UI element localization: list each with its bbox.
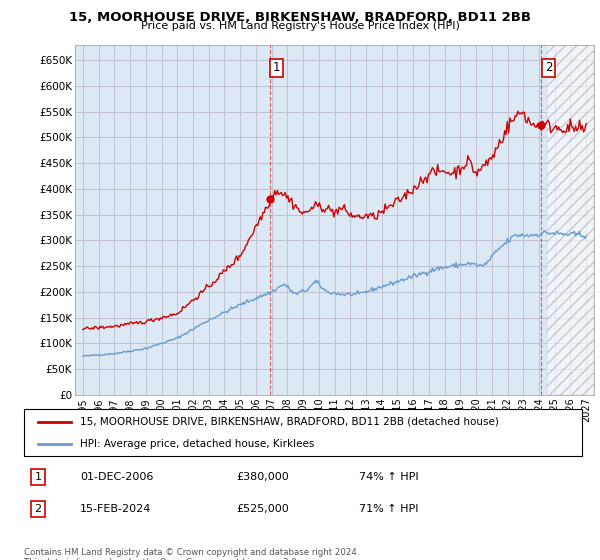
Text: 2: 2 — [545, 62, 552, 74]
Text: 15-FEB-2024: 15-FEB-2024 — [80, 504, 151, 514]
Text: 15, MOORHOUSE DRIVE, BIRKENSHAW, BRADFORD, BD11 2BB (detached house): 15, MOORHOUSE DRIVE, BIRKENSHAW, BRADFOR… — [80, 417, 499, 427]
Text: 15, MOORHOUSE DRIVE, BIRKENSHAW, BRADFORD, BD11 2BB: 15, MOORHOUSE DRIVE, BIRKENSHAW, BRADFOR… — [69, 11, 531, 24]
Text: £525,000: £525,000 — [236, 504, 289, 514]
Text: 01-DEC-2006: 01-DEC-2006 — [80, 472, 153, 482]
Text: 2: 2 — [34, 504, 41, 514]
Text: 1: 1 — [272, 62, 280, 74]
Text: £380,000: £380,000 — [236, 472, 289, 482]
Text: HPI: Average price, detached house, Kirklees: HPI: Average price, detached house, Kirk… — [80, 438, 314, 449]
Text: 71% ↑ HPI: 71% ↑ HPI — [359, 504, 418, 514]
FancyBboxPatch shape — [24, 409, 582, 456]
Text: 1: 1 — [34, 472, 41, 482]
Text: 74% ↑ HPI: 74% ↑ HPI — [359, 472, 418, 482]
Text: Price paid vs. HM Land Registry's House Price Index (HPI): Price paid vs. HM Land Registry's House … — [140, 21, 460, 31]
Text: Contains HM Land Registry data © Crown copyright and database right 2024.
This d: Contains HM Land Registry data © Crown c… — [24, 548, 359, 560]
